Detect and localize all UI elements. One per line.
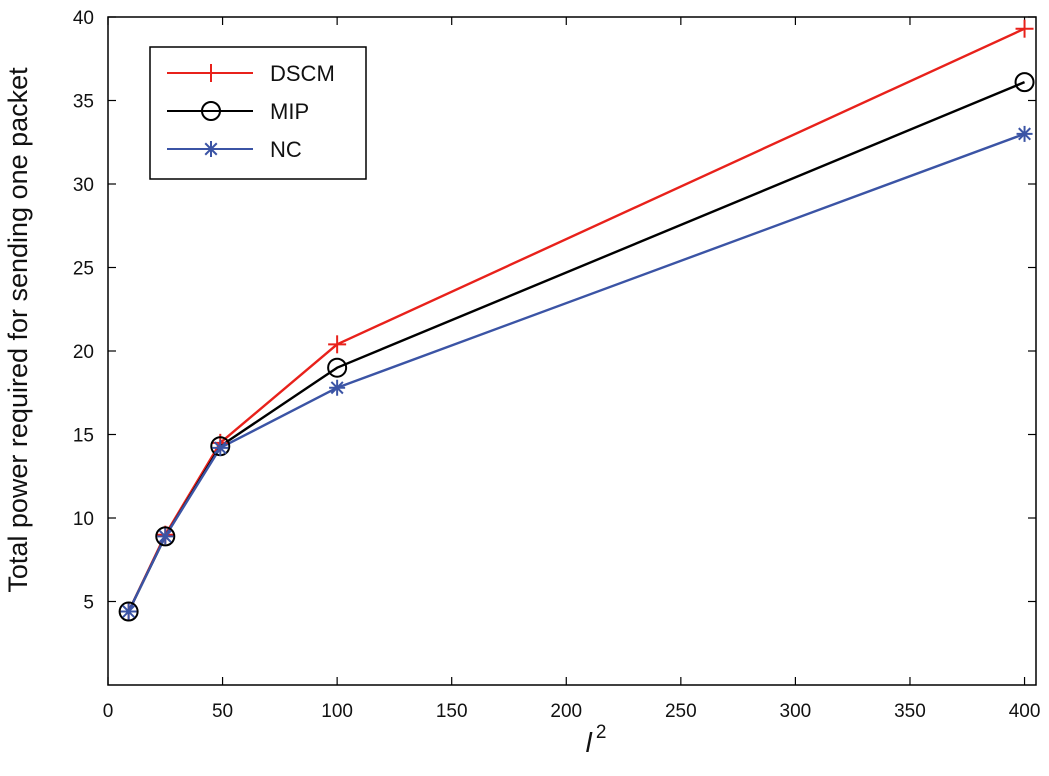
legend-label-mip: MIP (270, 99, 309, 124)
legend-label-dscm: DSCM (270, 61, 335, 86)
y-tick-label: 20 (73, 342, 94, 363)
x-tick-label: 150 (436, 701, 468, 722)
legend-marker-symbol (201, 101, 221, 121)
x-tick-label: 100 (321, 701, 353, 722)
legend-marker-symbol (203, 141, 219, 157)
data-point-mip (118, 601, 139, 622)
data-point-mip (155, 526, 176, 547)
y-tick-label: 10 (73, 509, 94, 530)
legend: DSCM MIP NC (149, 46, 367, 180)
x-axis-label-superscript: 2 (596, 722, 607, 743)
y-tick-label: 35 (73, 92, 94, 113)
y-tick-label: 30 (73, 175, 94, 196)
legend-box (149, 46, 367, 180)
legend-marker-nc (203, 141, 219, 157)
data-point-nc (157, 528, 174, 545)
axis-ticks: 0 50 100 150 200 250 300 350 400 5 10 15 20 25 30 35 40 (73, 8, 1041, 722)
data-point-nc (329, 379, 346, 396)
x-tick-label: 0 (103, 701, 114, 722)
y-tick-label: 15 (73, 426, 94, 447)
y-tick-label: 25 (73, 259, 94, 280)
legend-marker-symbol (202, 64, 220, 82)
x-tick-label: 350 (894, 701, 926, 722)
data-point-nc (1016, 125, 1033, 142)
y-tick-label: 40 (73, 8, 94, 29)
data-point-dscm (1015, 19, 1034, 38)
x-tick-label: 250 (665, 701, 697, 722)
data-point-nc (212, 439, 229, 456)
x-tick-label: 300 (780, 701, 812, 722)
data-point-nc (120, 603, 137, 620)
y-axis-label: Total power required for sending one pac… (3, 67, 33, 593)
legend-label-nc: NC (270, 137, 302, 162)
legend-marker-dscm (202, 64, 220, 82)
x-tick-label: 50 (212, 701, 233, 722)
data-point-dscm (328, 335, 347, 354)
x-tick-label: 200 (550, 701, 582, 722)
series-layer (118, 19, 1035, 622)
x-tick-label: 400 (1009, 701, 1041, 722)
legend-marker-mip (201, 101, 221, 121)
data-point-mip (327, 357, 348, 378)
data-point-mip (1014, 72, 1035, 93)
y-tick-label: 5 (83, 593, 94, 614)
